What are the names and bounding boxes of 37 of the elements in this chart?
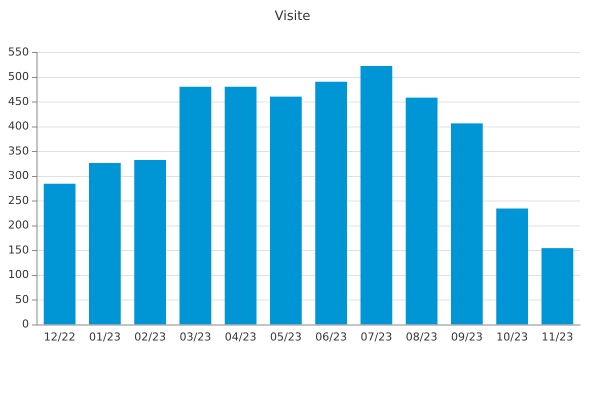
y-tick-label: 50 <box>14 292 29 306</box>
y-tick-label: 400 <box>8 120 29 133</box>
x-tick-label: 01/23 <box>89 330 121 344</box>
y-tick-label: 250 <box>8 194 29 207</box>
x-tick-label: 03/23 <box>180 330 212 344</box>
x-tick-label: 07/23 <box>360 330 392 344</box>
x-tick-label: 05/23 <box>270 330 302 344</box>
y-tick-label: 550 <box>8 45 29 58</box>
x-tick-label: 12/22 <box>44 330 76 344</box>
x-tick-label: 08/23 <box>406 330 438 344</box>
bar <box>134 160 166 324</box>
y-tick-label: 150 <box>8 243 29 256</box>
x-tick-label: 06/23 <box>315 330 347 344</box>
bar <box>224 86 257 324</box>
bar <box>88 162 121 324</box>
x-tick-label: 02/23 <box>134 330 166 344</box>
bar <box>270 96 302 324</box>
y-tick-label: 450 <box>8 94 29 108</box>
bar <box>541 248 574 324</box>
bar <box>315 82 348 324</box>
y-tick-label: 500 <box>8 70 29 84</box>
y-tick-label: 100 <box>8 268 29 282</box>
x-tick-label: 11/23 <box>542 330 574 344</box>
bar <box>406 98 438 324</box>
y-tick-label: 0 <box>22 318 29 331</box>
y-tick-label: 350 <box>8 144 29 158</box>
chart-title: Visite <box>274 9 310 24</box>
y-tick-label: 200 <box>8 218 29 232</box>
x-tick-label: 09/23 <box>451 330 483 344</box>
bar <box>496 208 528 324</box>
bar <box>450 123 483 324</box>
y-tick-label: 300 <box>8 169 29 182</box>
x-tick-label: 10/23 <box>496 330 528 344</box>
x-tick-label: 04/23 <box>224 330 256 344</box>
bar <box>360 66 392 324</box>
bar <box>179 86 212 324</box>
bar <box>44 184 76 324</box>
